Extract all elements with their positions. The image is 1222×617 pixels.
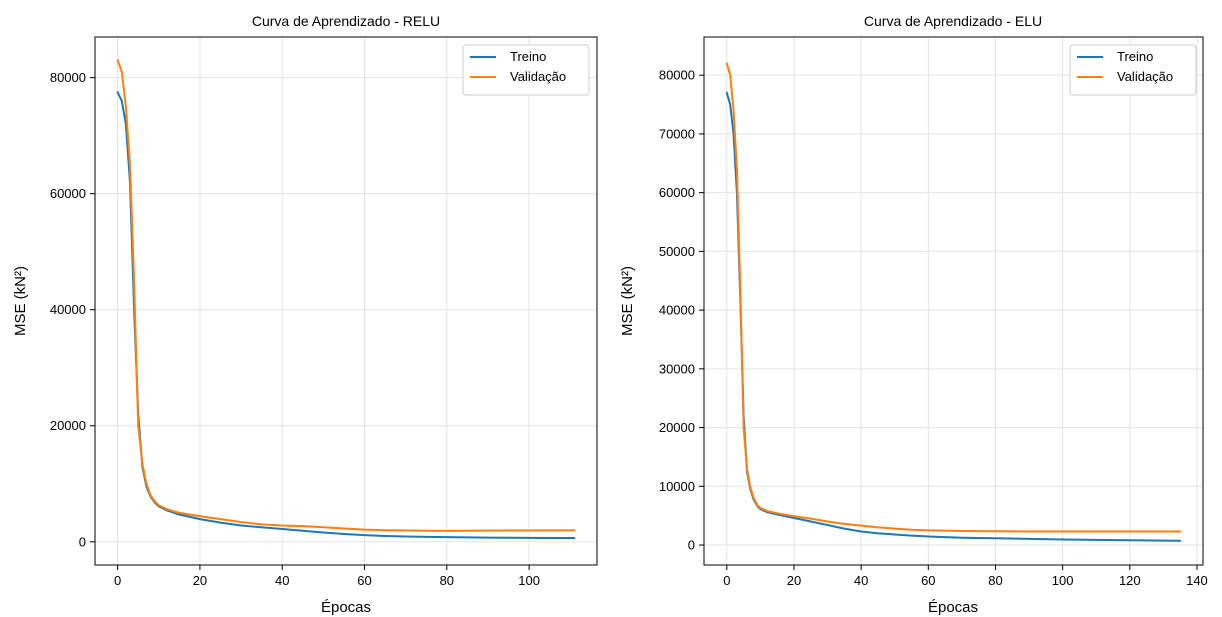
chart-relu-ytick-label: 0 — [79, 534, 86, 549]
chart-relu-legend-label-validacao: Validação — [510, 69, 566, 84]
chart-elu-ytick-label: 40000 — [659, 303, 695, 318]
chart-elu-ytick-label: 80000 — [659, 68, 695, 83]
chart-elu-ytick-label: 0 — [688, 538, 695, 553]
chart-elu-title: Curva de Aprendizado - ELU — [864, 13, 1042, 29]
chart-relu-ticks: 0 20 40 60 80 100 0 20000 40000 60000 80000 — [50, 70, 540, 588]
chart-elu: Curva de Aprendizado - ELU 0 20 40 60 80 100 1… — [619, 13, 1208, 616]
chart-relu-xtick-label: 80 — [440, 573, 454, 588]
chart-elu-xlabel: Épocas — [928, 599, 978, 616]
chart-elu-xtick-label: 120 — [1119, 573, 1141, 588]
chart-elu-ytick-label: 70000 — [659, 126, 695, 141]
chart-elu-legend: Treino Validação — [1069, 44, 1197, 96]
chart-relu-xtick-label: 0 — [114, 573, 121, 588]
chart-elu-series-line-validacao — [725, 62, 1182, 533]
chart-elu-xtick-label: 80 — [988, 573, 1002, 588]
chart-elu-ytick-label: 30000 — [659, 361, 695, 376]
chart-elu-ytick-label: 10000 — [659, 479, 695, 494]
chart-elu-plot-frame — [703, 36, 1204, 566]
chart-elu-xtick-label: 100 — [1052, 573, 1074, 588]
chart-relu-ytick-label: 20000 — [50, 418, 86, 433]
chart-elu-ylabel: MSE (kN²) — [619, 266, 636, 336]
chart-relu-ytick-label: 80000 — [50, 70, 86, 85]
chart-relu-xtick-label: 40 — [275, 573, 289, 588]
chart-relu-ytick-label: 40000 — [50, 302, 86, 317]
chart-elu-xtick-label: 0 — [723, 573, 730, 588]
chart-elu-xtick-label: 20 — [787, 573, 801, 588]
chart-elu-ytick-label: 60000 — [659, 185, 695, 200]
chart-relu: Curva de Aprendizado - RELU 0 20 40 60 80 100… — [12, 13, 598, 616]
chart-relu-legend: Treino Validação — [462, 44, 590, 96]
chart-relu-xtick-label: 100 — [518, 573, 540, 588]
chart-elu-ticks: 0 20 40 60 80 100 120 140 0 10000 20000 30000 40000 5… — [659, 68, 1208, 588]
chart-elu-legend-label-treino: Treino — [1117, 49, 1153, 64]
chart-elu-xtick-label: 60 — [921, 573, 935, 588]
chart-relu-xtick-label: 60 — [357, 573, 371, 588]
chart-elu-xtick-label: 140 — [1186, 573, 1208, 588]
chart-relu-ylabel: MSE (kN²) — [12, 266, 29, 336]
chart-elu-grid — [704, 37, 1203, 565]
chart-relu-xtick-label: 20 — [193, 573, 207, 588]
chart-relu-series-line-validacao — [116, 59, 576, 532]
chart-elu-xtick-label: 40 — [854, 573, 868, 588]
chart-relu-series — [116, 59, 576, 540]
chart-elu-ytick-label: 50000 — [659, 244, 695, 259]
chart-relu-title: Curva de Aprendizado - RELU — [252, 13, 440, 29]
chart-relu-xlabel: Épocas — [321, 599, 371, 616]
chart-relu-ytick-label: 60000 — [50, 186, 86, 201]
chart-relu-plot-frame — [94, 36, 598, 566]
chart-elu-legend-label-validacao: Validação — [1117, 69, 1173, 84]
chart-relu-legend-label-treino: Treino — [510, 49, 546, 64]
chart-elu-series — [725, 62, 1182, 542]
chart-elu-ytick-label: 20000 — [659, 420, 695, 435]
